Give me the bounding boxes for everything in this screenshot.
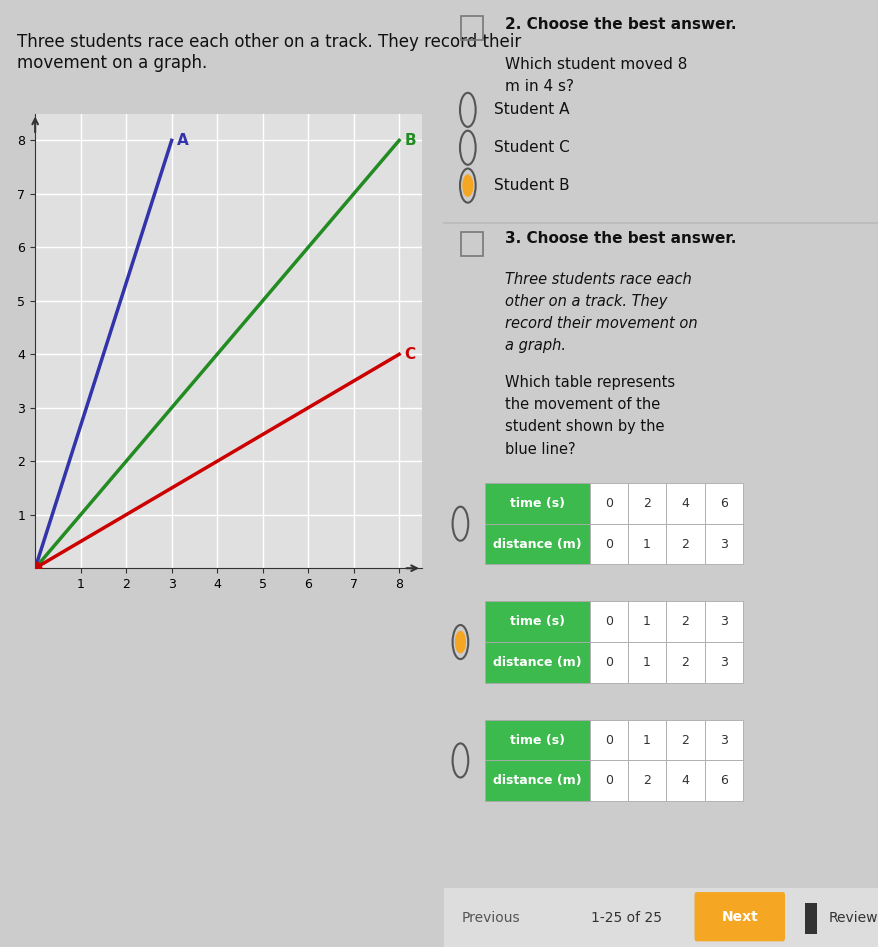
Circle shape [463,175,472,196]
FancyBboxPatch shape [443,888,878,947]
Text: 6: 6 [719,775,727,787]
Text: time (s): time (s) [509,497,565,509]
FancyBboxPatch shape [666,524,704,564]
Text: 6: 6 [719,497,727,509]
FancyBboxPatch shape [485,483,589,524]
Text: time (s): time (s) [509,616,565,628]
FancyBboxPatch shape [485,642,589,683]
Text: 1: 1 [643,616,651,628]
Text: 3. Choose the best answer.: 3. Choose the best answer. [504,231,736,246]
Text: C: C [404,347,415,362]
Circle shape [455,632,464,652]
FancyBboxPatch shape [666,720,704,760]
FancyBboxPatch shape [589,642,627,683]
Text: 3: 3 [719,538,727,550]
Text: 0: 0 [604,656,612,669]
Text: 1: 1 [643,656,651,669]
Text: 3: 3 [719,656,727,669]
Text: Three students race each other on a track. They record their
movement on a graph: Three students race each other on a trac… [17,33,521,72]
Text: distance (m): distance (m) [493,656,581,669]
Text: B: B [404,133,416,148]
Text: 1: 1 [643,538,651,550]
FancyBboxPatch shape [589,720,627,760]
FancyBboxPatch shape [666,760,704,801]
FancyBboxPatch shape [627,524,666,564]
Text: 0: 0 [604,616,612,628]
Text: 2: 2 [680,538,688,550]
FancyBboxPatch shape [704,642,742,683]
FancyBboxPatch shape [589,483,627,524]
FancyBboxPatch shape [589,760,627,801]
Text: 2. Choose the best answer.: 2. Choose the best answer. [504,17,736,32]
Text: 1-25 of 25: 1-25 of 25 [591,911,661,924]
Text: 2: 2 [643,775,651,787]
Text: distance (m): distance (m) [493,538,581,550]
FancyBboxPatch shape [589,601,627,642]
FancyBboxPatch shape [666,642,704,683]
Text: Student A: Student A [493,102,569,117]
FancyBboxPatch shape [485,601,589,642]
Text: Review: Review [828,911,877,924]
Text: 0: 0 [604,734,612,746]
FancyBboxPatch shape [704,601,742,642]
Text: Which table represents
the movement of the
student shown by the
blue line?: Which table represents the movement of t… [504,375,674,456]
Text: Which student moved 8
m in 4 s?: Which student moved 8 m in 4 s? [504,57,687,94]
FancyBboxPatch shape [627,760,666,801]
FancyBboxPatch shape [666,601,704,642]
Text: 3: 3 [719,616,727,628]
Text: Student B: Student B [493,178,569,193]
Text: 2: 2 [680,616,688,628]
Text: 2: 2 [680,656,688,669]
Text: time (s): time (s) [509,734,565,746]
FancyBboxPatch shape [627,483,666,524]
Text: 4: 4 [680,497,688,509]
FancyBboxPatch shape [704,483,742,524]
Text: 2: 2 [680,734,688,746]
FancyBboxPatch shape [485,760,589,801]
Text: 0: 0 [604,538,612,550]
Text: 0: 0 [604,775,612,787]
Text: Previous: Previous [461,911,519,924]
Text: 4: 4 [680,775,688,787]
FancyBboxPatch shape [804,903,817,934]
FancyBboxPatch shape [485,524,589,564]
FancyBboxPatch shape [627,720,666,760]
Text: 2: 2 [643,497,651,509]
FancyBboxPatch shape [666,483,704,524]
FancyBboxPatch shape [704,720,742,760]
FancyBboxPatch shape [485,720,589,760]
FancyBboxPatch shape [704,524,742,564]
FancyBboxPatch shape [627,642,666,683]
Text: 1: 1 [643,734,651,746]
FancyBboxPatch shape [589,524,627,564]
FancyBboxPatch shape [704,760,742,801]
FancyBboxPatch shape [694,892,784,941]
Text: Three students race each
other on a track. They
record their movement on
a graph: Three students race each other on a trac… [504,272,696,353]
Text: 0: 0 [604,497,612,509]
FancyBboxPatch shape [627,601,666,642]
Text: distance (m): distance (m) [493,775,581,787]
Text: Next: Next [721,910,758,923]
Text: A: A [177,133,189,148]
Text: 3: 3 [719,734,727,746]
Text: Student C: Student C [493,140,569,155]
